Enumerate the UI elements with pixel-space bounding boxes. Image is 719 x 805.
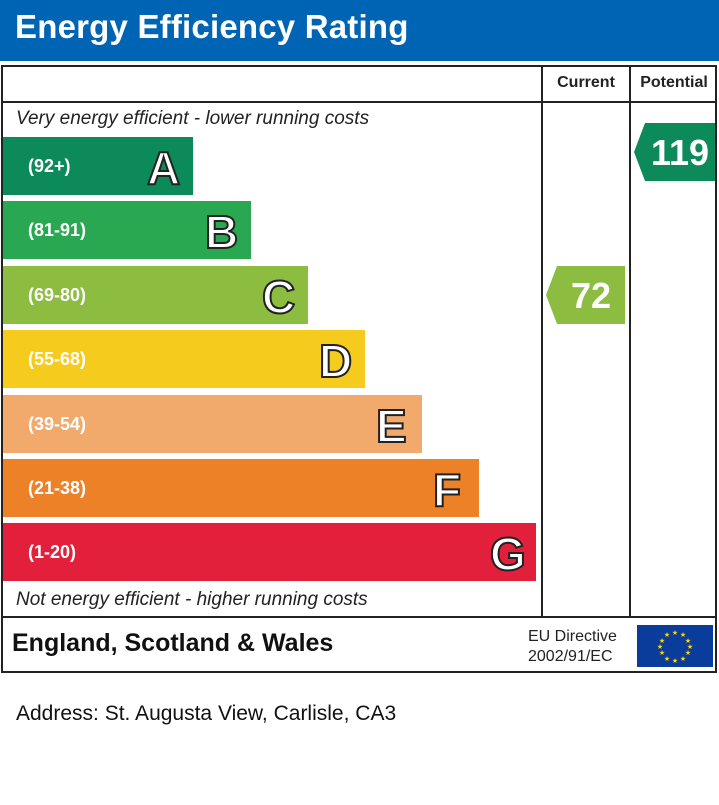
region-label: England, Scotland & Wales [12, 629, 334, 657]
svg-text:★: ★ [659, 637, 665, 645]
svg-text:★: ★ [685, 649, 691, 657]
band-letter: A [146, 141, 181, 195]
chart-title: Energy Efficiency Rating [15, 8, 409, 45]
band-letter: F [432, 463, 462, 517]
rating-frame [1, 65, 717, 673]
current-column-header: Current [557, 74, 615, 91]
svg-text:★: ★ [664, 631, 670, 639]
potential-column-header: Potential [640, 74, 708, 91]
svg-text:★: ★ [687, 643, 693, 651]
band-g: (1-20) G [3, 523, 536, 581]
potential-rating-value: 119 [651, 132, 709, 173]
svg-text:★: ★ [672, 629, 678, 637]
band-letter: B [204, 205, 239, 259]
band-d: (55-68) D [3, 330, 365, 388]
band-c: (69-80) C [3, 266, 308, 324]
band-range-label: (21-38) [28, 478, 87, 498]
footer-row-divider [1, 616, 717, 618]
svg-text:★: ★ [680, 655, 686, 663]
eu-stars-icon: ★ ★ ★ ★ ★ ★ ★ ★ ★ ★ ★ ★ [657, 629, 693, 665]
potential-column-divider [629, 65, 631, 618]
svg-text:★: ★ [657, 643, 663, 651]
band-letter: E [375, 399, 408, 453]
eu-directive-line2: 2002/91/EC [528, 648, 613, 665]
svg-text:★: ★ [680, 631, 686, 639]
band-letter: G [489, 527, 527, 581]
band-f: (21-38) F [3, 459, 479, 517]
svg-text:★: ★ [672, 657, 678, 665]
svg-text:★: ★ [664, 655, 670, 663]
current-rating-value: 72 [571, 275, 611, 316]
top-note: Very energy efficient - lower running co… [16, 108, 370, 129]
header-bar: Energy Efficiency Rating [0, 0, 719, 61]
current-rating-arrow [546, 266, 625, 324]
band-range-label: (55-68) [28, 349, 87, 369]
address-line: Address: St. Augusta View, Carlisle, CA3 [16, 702, 397, 725]
band-range-label: (69-80) [28, 285, 87, 305]
bottom-note: Not energy efficient - higher running co… [16, 589, 368, 610]
band-b: (81-91) B [3, 201, 251, 259]
svg-text:★: ★ [685, 637, 691, 645]
band-letter: C [261, 270, 296, 324]
eu-flag-icon: ★ ★ ★ ★ ★ ★ ★ ★ ★ ★ ★ ★ [637, 625, 713, 667]
svg-text:★: ★ [659, 649, 665, 657]
potential-rating-arrow [634, 123, 715, 181]
header-row-divider [1, 101, 717, 103]
current-column-divider [541, 65, 543, 618]
band-e: (39-54) E [3, 395, 422, 453]
band-range-label: (92+) [28, 156, 71, 176]
band-range-label: (81-91) [28, 220, 87, 240]
band-a: (92+) A [3, 137, 193, 195]
band-range-label: (1-20) [28, 542, 77, 562]
band-range-label: (39-54) [28, 414, 87, 434]
eu-directive-text: EU Directive 2002/91/EC [528, 627, 617, 667]
eu-directive-line1: EU Directive [528, 628, 617, 645]
band-letter: D [318, 334, 353, 388]
